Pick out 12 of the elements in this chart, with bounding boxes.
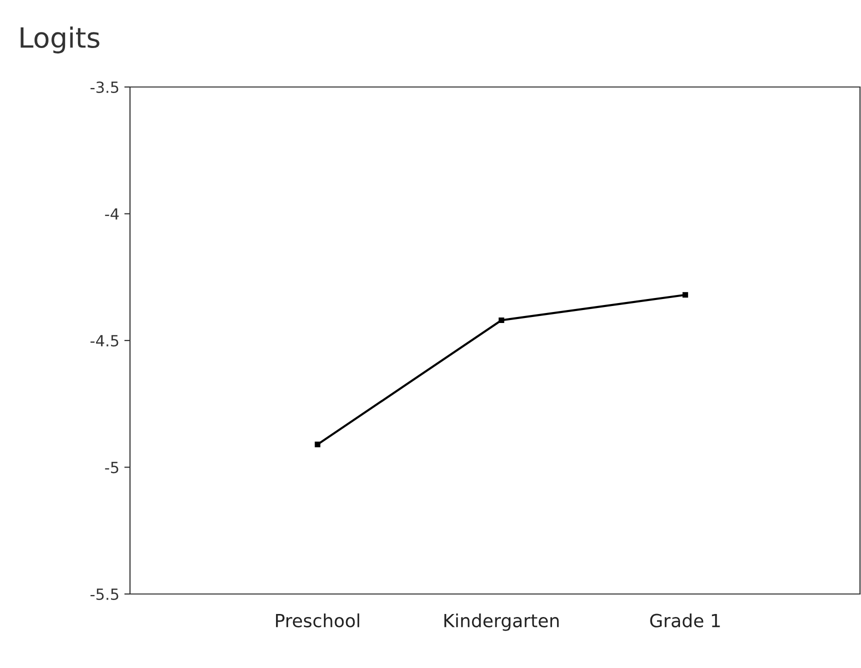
x-tick-label: Kindergarten <box>444 613 559 631</box>
y-tick-label: -5.5 <box>90 588 118 600</box>
y-tick-label: -3.5 <box>90 81 118 94</box>
x-tick-label: Preschool <box>276 613 360 628</box>
y-tick-label: -4.5 <box>90 335 118 347</box>
point <box>314 442 320 448</box>
point <box>498 317 504 323</box>
x-tick-label: Grade 1 <box>650 613 720 628</box>
y-axis-title: Logits <box>20 26 100 54</box>
y-tick-label: -5 <box>105 462 118 474</box>
y-tick-label: -4 <box>105 208 119 220</box>
point <box>682 292 688 298</box>
